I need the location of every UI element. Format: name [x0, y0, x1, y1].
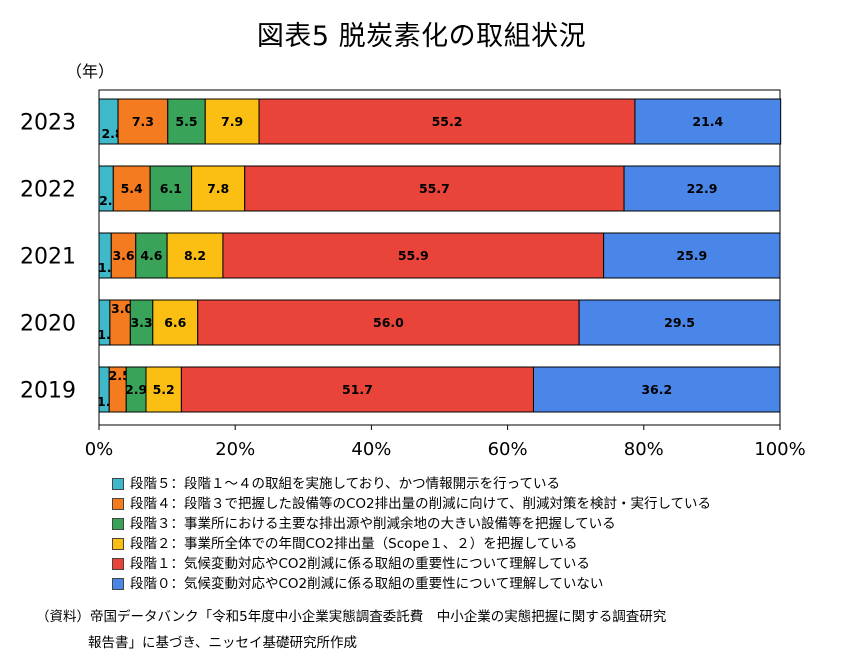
data-label: 6.1 — [160, 181, 182, 196]
data-label: 4.6 — [140, 248, 162, 263]
legend-label: 段階３：事業所における主要な排出源や削減余地の大きい設備等を把握している — [130, 516, 616, 532]
data-label: 7.3 — [132, 114, 154, 129]
bar-segment — [197, 299, 580, 346]
bar-segment — [532, 366, 781, 413]
bar-segment — [258, 98, 636, 145]
y-tick-label: 2022 — [20, 178, 76, 203]
data-label: 6.6 — [164, 315, 186, 330]
chart-title: 図表5 脱炭素化の取組状況 — [256, 21, 587, 52]
data-label: 22.9 — [687, 181, 718, 196]
y-axis-unit-label: （年） — [66, 62, 115, 81]
y-tick-label: 2020 — [20, 312, 76, 337]
data-label: 36.2 — [641, 382, 672, 397]
data-label: 5.4 — [121, 181, 143, 196]
chart-legend: 段階５：段階１～４の取組を実施しており、かつ情報開示を行っている段階４：段階３で… — [112, 474, 711, 594]
x-tick-label: 60% — [488, 439, 528, 460]
data-label: 7.9 — [221, 114, 243, 129]
data-label: 3.0 — [111, 301, 133, 316]
source-note: （資料）帝国データバンク「令和5年度中小企業実態調査委託費 中小企業の実態把握に… — [36, 604, 666, 656]
legend-item: 段階０：気候変動対応やCO2削減に係る取組の重要性について理解していない — [112, 574, 711, 594]
data-label: 5.2 — [153, 382, 175, 397]
data-label: 21.4 — [692, 114, 723, 129]
x-tick-label: 0% — [85, 439, 114, 460]
data-label: 55.2 — [432, 114, 463, 129]
source-line-2: 報告書」に基づき、ニッセイ基礎研究所作成 — [88, 635, 358, 651]
legend-label: 段階０：気候変動対応やCO2削減に係る取組の重要性について理解していない — [130, 576, 604, 592]
legend-item: 段階３：事業所における主要な排出源や削減余地の大きい設備等を把握している — [112, 514, 711, 534]
legend-item: 段階５：段階１～４の取組を実施しており、かつ情報開示を行っている — [112, 474, 711, 494]
bar-segment — [110, 232, 137, 279]
x-tick-label: 100% — [754, 439, 805, 460]
source-line-1: （資料）帝国データバンク「令和5年度中小企業実態調査委託費 中小企業の実態把握に… — [36, 609, 667, 625]
bar-segment — [244, 165, 625, 212]
data-label: 25.9 — [676, 248, 707, 263]
legend-swatch — [112, 478, 124, 490]
bar-segment — [204, 98, 260, 145]
y-tick-label: 2023 — [20, 111, 76, 136]
legend-swatch — [112, 538, 124, 550]
data-label: 8.2 — [184, 248, 206, 263]
bar-segment — [167, 98, 206, 145]
legend-item: 段階４：段階３で把握した設備等のCO2排出量の削減に向けて、削減対策を検討・実行… — [112, 494, 711, 514]
bar-segment — [578, 299, 781, 346]
legend-label: 段階５：段階１～４の取組を実施しており、かつ情報開示を行っている — [130, 476, 560, 492]
data-label: 7.8 — [207, 181, 229, 196]
legend-label: 段階１：気候変動対応やCO2削減に係る取組の重要性について理解している — [130, 556, 590, 572]
data-label: 2.5 — [109, 368, 131, 383]
y-tick-label: 2019 — [20, 379, 76, 404]
data-label: 51.7 — [342, 382, 373, 397]
legend-label: 段階２：事業所全体での年間CO2排出量（Scope１、２）を把握している — [130, 536, 578, 552]
bar-segment — [603, 232, 781, 279]
bar-segment — [623, 165, 781, 212]
legend-swatch — [112, 558, 124, 570]
bar-segment — [149, 165, 193, 212]
legend-swatch — [112, 518, 124, 530]
legend-label: 段階４：段階３で把握した設備等のCO2排出量の削減に向けて、削減対策を検討・実行… — [130, 496, 712, 512]
bar-segment — [135, 232, 168, 279]
data-label: 55.7 — [419, 181, 450, 196]
data-label: 55.9 — [398, 248, 429, 263]
data-label: 3.6 — [112, 248, 134, 263]
y-tick-label: 2021 — [20, 245, 76, 270]
legend-swatch — [112, 578, 124, 590]
legend-swatch — [112, 498, 124, 510]
data-label: 3.3 — [130, 315, 152, 330]
bar-segment — [222, 232, 605, 279]
bar-segment — [180, 366, 534, 413]
legend-item: 段階２：事業所全体での年間CO2排出量（Scope１、２）を把握している — [112, 534, 711, 554]
data-label: 29.5 — [664, 315, 695, 330]
legend-item: 段階１：気候変動対応やCO2削減に係る取組の重要性について理解している — [112, 554, 711, 574]
bar-segment — [634, 98, 782, 145]
data-label: 56.0 — [373, 315, 404, 330]
x-tick-label: 40% — [351, 439, 391, 460]
stacked-bar-chart: 0% 20% 40% 60% 80% 100%2023 2.87.3 5.5 7.9 55.2 21… — [20, 89, 806, 460]
data-label: 2.9 — [125, 382, 147, 397]
x-tick-label: 80% — [624, 439, 664, 460]
data-label: 5.5 — [175, 114, 197, 129]
bar-segment — [166, 232, 224, 279]
x-tick-label: 20% — [215, 439, 255, 460]
